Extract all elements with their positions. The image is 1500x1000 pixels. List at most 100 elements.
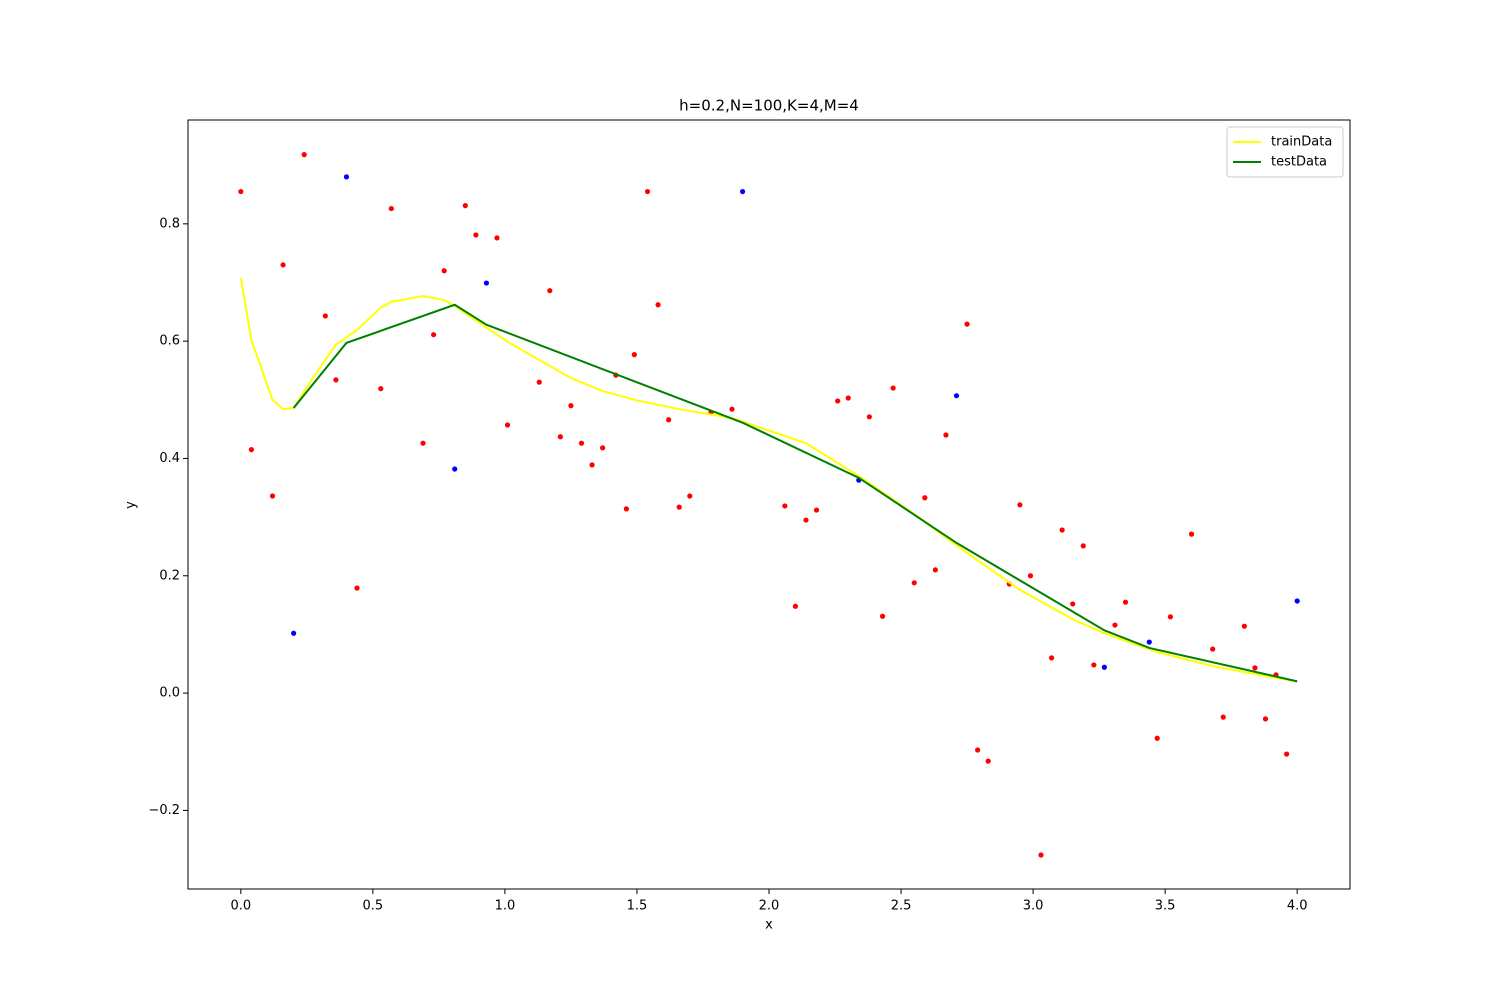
scatter-point [845, 395, 851, 401]
scatter-point [1241, 623, 1247, 629]
chart-title: h=0.2,N=100,K=4,M=4 [679, 97, 859, 115]
scatter-point [623, 506, 629, 512]
scatter-point [687, 493, 693, 499]
scatter-point [1017, 502, 1023, 508]
scatter-point [1167, 614, 1174, 620]
scatter-point [269, 493, 276, 499]
scatter-point [975, 747, 981, 753]
scatter-point [1252, 665, 1258, 671]
scatter-point [378, 386, 384, 392]
scatter-point [1027, 573, 1034, 579]
line-series [239, 277, 1298, 683]
scatter-point [248, 447, 254, 453]
scatter-point [943, 432, 949, 438]
x-tick-label: 3.0 [1023, 899, 1044, 914]
scatter-point [589, 462, 595, 468]
scatter-point [322, 313, 328, 319]
scatter-point [782, 503, 788, 509]
scatter-point [835, 398, 841, 404]
scatter-point [792, 603, 799, 609]
scatter-point [911, 580, 917, 586]
scatter-point [1294, 598, 1300, 604]
scatter-point [420, 440, 426, 446]
legend-label: testData [1271, 155, 1327, 170]
scatter-point [1048, 655, 1055, 661]
x-tick-label: 2.5 [891, 899, 912, 914]
scatter-point [600, 445, 606, 451]
scatter-point [803, 517, 809, 523]
y-tick-label: 0.0 [159, 686, 180, 701]
scatter-point [890, 385, 896, 391]
scatter-point [644, 188, 651, 195]
x-axis-label: x [765, 918, 773, 933]
scatter-point [932, 567, 938, 573]
scatter-point [333, 377, 339, 383]
legend-label: trainData [1271, 135, 1332, 150]
scatter-point [578, 440, 585, 446]
scatter-point [1122, 599, 1129, 605]
x-tick-label: 2.0 [759, 899, 780, 914]
scatter-point [1154, 735, 1160, 741]
x-tick-label: 3.5 [1155, 899, 1176, 914]
y-tick-label: 0.4 [159, 451, 180, 466]
scatter-point [343, 174, 350, 180]
scatter-point [739, 188, 746, 195]
scatter-point [452, 466, 458, 472]
y-tick-label: 0.8 [159, 216, 180, 231]
scatter-point [462, 203, 468, 209]
scatter-point [238, 188, 244, 195]
scatter-point [964, 321, 970, 327]
scatter-point [813, 507, 820, 513]
scatter-point [1070, 601, 1076, 607]
legend-box [1226, 126, 1344, 178]
scatter-point [729, 406, 735, 412]
scatter-point [1188, 531, 1195, 537]
scatter-point [291, 630, 297, 636]
line-series [292, 303, 1298, 683]
scatter-point [676, 504, 682, 510]
scatter-point [655, 302, 661, 308]
scatter-point [666, 417, 672, 423]
scatter-point [483, 280, 490, 286]
scatter-point [922, 495, 928, 501]
scatter-point [1091, 662, 1097, 668]
y-tick-label: 0.2 [159, 568, 180, 583]
scatter-point [1284, 751, 1290, 757]
scatter-point [536, 379, 542, 385]
scatter-point [1210, 646, 1216, 652]
scatter-point [557, 434, 563, 440]
scatter-point [1038, 852, 1044, 858]
x-tick-label: 1.0 [495, 899, 516, 914]
scatter-point [1262, 716, 1269, 722]
scatter-point [431, 332, 437, 338]
scatter-point [879, 613, 886, 619]
scatter-point [388, 205, 394, 212]
scatter-point [568, 403, 574, 409]
scatter-point [631, 352, 637, 358]
plot-frame [187, 119, 1351, 890]
y-tick-label: −0.2 [148, 803, 180, 818]
x-tick-label: 0.5 [363, 899, 384, 914]
scatter-point [354, 585, 360, 591]
scatter-point [1101, 664, 1107, 670]
x-tick-label: 4.0 [1287, 899, 1308, 914]
scatter-point [473, 232, 479, 238]
x-tick-label: 0.0 [230, 899, 251, 914]
y-tick-label: 0.6 [159, 334, 180, 349]
scatter-point [494, 235, 500, 241]
scatter-point [1112, 622, 1118, 628]
scatter-point [441, 268, 447, 274]
y-axis-label: y [124, 501, 139, 509]
scatter-point [985, 758, 991, 764]
scatter-point [953, 393, 960, 399]
scatter-point [280, 262, 286, 268]
scatter-point [1059, 527, 1065, 533]
scatter-point [866, 414, 872, 420]
scatter-point [504, 422, 511, 428]
scatter-point [547, 288, 553, 294]
scatter-point [1220, 714, 1226, 720]
scatter-point [1146, 639, 1152, 645]
scatter-point [301, 152, 307, 158]
x-tick-label: 1.5 [627, 899, 648, 914]
